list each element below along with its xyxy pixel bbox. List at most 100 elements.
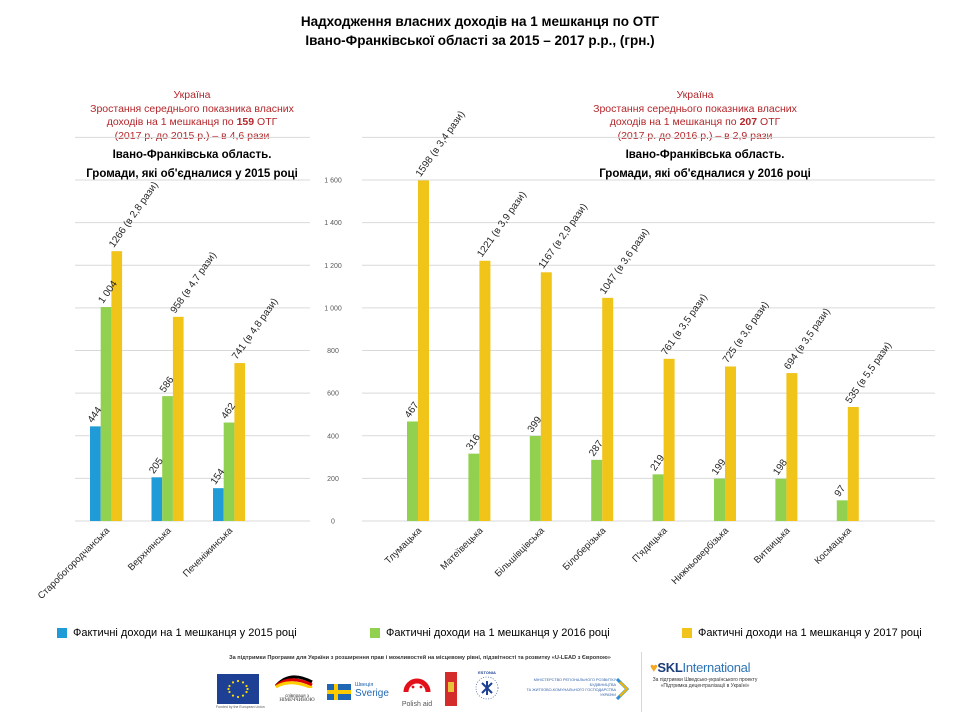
legend-item-2017: Фактичні доходи на 1 мешканця у 2017 роц… [682, 627, 922, 639]
y-tick-label: 1 600 [324, 178, 342, 185]
bar-2016 [223, 422, 235, 521]
y-axis-labels: 0 200 400 600 800 1 000 1 200 1 400 1 600 [324, 178, 342, 526]
bar-2015 [213, 488, 224, 521]
left-otg-count: 159 [236, 116, 255, 128]
bar-2016 [652, 474, 664, 521]
bar-2016 [836, 500, 848, 521]
gridlines [75, 136, 935, 522]
left-region-title: Івано-Франківська область. Громади, які … [62, 146, 322, 184]
data-label-2017: 694 (в 3,5 рази) [782, 306, 832, 371]
bar-2016 [529, 435, 541, 521]
left-region-line-1: Івано-Франківська область. [112, 149, 272, 161]
polish-aid-icon [403, 678, 431, 693]
right-growth-line-1: Зростання середнього показника власних [593, 102, 797, 115]
left-growth-line-1: Зростання середнього показника власних [90, 102, 294, 115]
left-growth-line-3: (2017 р. до 2015 р.) – в 4,6 рази [114, 129, 270, 142]
legend-swatch-2016 [370, 628, 380, 638]
y-tick-label: 600 [327, 391, 339, 398]
ministry-chevron-icon [616, 678, 630, 700]
bar-2017 [786, 373, 798, 521]
bar-2017 [725, 366, 736, 521]
bar-2017 [172, 316, 184, 521]
category-label: Матеївецька [438, 525, 486, 573]
legend-label-2015: Фактичні доходи на 1 мешканця у 2015 роц… [73, 627, 297, 639]
legend-swatch-2015 [57, 628, 67, 638]
y-tick-label: 1 200 [324, 263, 342, 270]
legend-item-2016: Фактичні доходи на 1 мешканця у 2016 роц… [370, 627, 610, 639]
category-label: Більшівцівська [493, 525, 548, 580]
skl-note: За підтримки Шведсько-українського проек… [652, 677, 758, 689]
skl-international-logo: ♥SKLInternational За підтримки Шведсько-… [650, 660, 760, 689]
left-country: Україна [173, 89, 211, 101]
data-label-2017: 1221 (в 3,9 рази) [475, 190, 529, 260]
category-label: Витвицька [752, 525, 793, 566]
category-label: Старобогородчанська [36, 525, 113, 602]
bar-2017 [847, 406, 859, 521]
title-line-1: Надходження власних доходів на 1 мешканц… [300, 14, 660, 29]
data-label-2017: 958 (в 4,7 рази) [169, 250, 219, 315]
bar-2016 [100, 307, 112, 521]
y-tick-label: 1 400 [324, 220, 342, 227]
y-tick-label: 1 000 [324, 305, 342, 312]
category-label: Верхнянська [126, 525, 174, 573]
germany-caption-1: співпраця з [285, 693, 309, 698]
sweden-logo: Швеція Sverige [327, 682, 389, 702]
germany-flag-swoosh-icon [274, 675, 313, 690]
title-line-2: Івано-Франківської області за 2015 – 201… [305, 33, 655, 48]
left-growth-note: Україна Зростання середнього показника в… [72, 89, 312, 143]
y-tick-label: 0 [331, 519, 335, 526]
left-growth-line-2: доходів на 1 мешканця по 159 ОТГ [106, 116, 278, 128]
bar-2017 [418, 180, 429, 521]
data-label-2017: 1047 (в 3,6 рази) [598, 227, 652, 297]
bar-2017 [602, 297, 614, 521]
right-otg-count: 207 [739, 116, 758, 128]
bar-2017 [663, 358, 675, 521]
coat-of-arms-icon [448, 682, 454, 692]
estonia-snowflake-icon [475, 676, 499, 700]
category-label: Космацька [813, 525, 855, 567]
location-pin-icon: ♥ [650, 660, 658, 675]
footer-support-text: За підтримки Програми для України з розш… [229, 655, 611, 661]
germany-logo: співпраця з НІМЕЧЧИНОЮ [272, 672, 322, 706]
bar-2017 [479, 260, 491, 521]
bar-2015 [151, 477, 163, 521]
sweden-caption-1: Швеція [355, 682, 374, 688]
data-label-2017: 1167 (в 2,9 рази) [537, 202, 590, 271]
data-label-2017: 725 (в 3,6 рази) [721, 300, 771, 365]
right-region-line-1: Івано-Франківська область. [625, 149, 785, 161]
eu-logo [217, 674, 259, 704]
bar-2015 [90, 426, 101, 521]
bar-2016 [407, 421, 418, 521]
estonia-caption: ESTONIA [478, 670, 496, 675]
sweden-flag-icon [327, 684, 351, 700]
estonia-logo: ESTONIA [472, 670, 502, 704]
legend-swatch-2017 [682, 628, 692, 638]
right-region-title: Івано-Франківська область. Громади, які … [570, 146, 840, 184]
right-growth-line-2: доходів на 1 мешканця по 207 ОТГ [609, 116, 781, 128]
germany-caption-2: НІМЕЧЧИНОЮ [279, 698, 315, 703]
bar-2016 [468, 453, 480, 521]
eu-caption: Funded by the European Union [216, 705, 265, 709]
polish-aid-caption: Polish aid [401, 701, 433, 708]
ministry-line-1: МІНІСТЕРСТВО РЕГІОНАЛЬНОГО РОЗВИТКУ [533, 678, 616, 682]
footer-divider [641, 652, 642, 712]
category-label: П'ядицька [630, 525, 670, 565]
bar-2016 [591, 459, 603, 521]
data-label-2017: 1598 (в 3,4 рази) [414, 109, 468, 179]
bar-2017 [540, 272, 552, 521]
legend-label-2017: Фактичні доходи на 1 мешканця у 2017 роц… [698, 627, 922, 639]
coat-of-arms-logo [445, 672, 457, 706]
legend-item-2015: Фактичні доходи на 1 мешканця у 2015 роц… [57, 627, 297, 639]
sweden-caption-2: Sverige [355, 688, 389, 699]
y-tick-label: 200 [327, 476, 339, 483]
right-country: Україна [676, 89, 714, 101]
category-label: Тлумацька [383, 525, 425, 567]
page-title: Надходження власних доходів на 1 мешканц… [0, 12, 960, 50]
eu-stars-icon [227, 679, 249, 699]
category-label: Печеніжинська [181, 525, 236, 580]
category-label: Нижньовербізька [670, 525, 732, 587]
bar-2017 [111, 251, 123, 521]
y-tick-label: 400 [327, 433, 339, 440]
ministry-line-4: УКРАЇНИ [600, 693, 616, 697]
